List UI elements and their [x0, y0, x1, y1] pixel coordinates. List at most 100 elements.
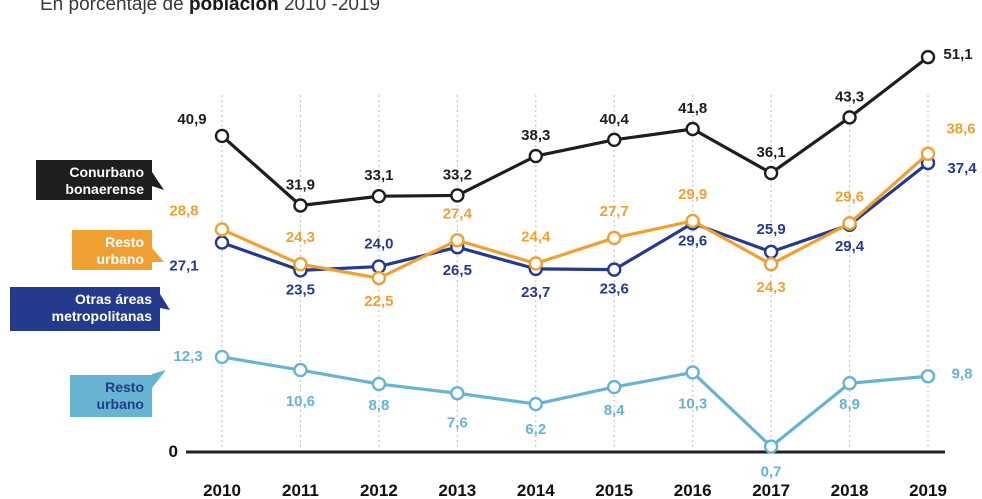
data-label-conurbano: 41,8	[678, 100, 707, 117]
x-tick-label: 2013	[438, 481, 476, 499]
series-line-resto_urbano_celeste	[221, 355, 929, 449]
data-label-resto_urbano_naranja: 27,4	[443, 205, 473, 222]
data-point-resto_urbano_celeste	[607, 379, 622, 395]
series-conurbano: 40,9 31,9 33,1 33,2 38,3 40,4 41,8 36,1 43,3 51,1	[177, 46, 973, 213]
subtitle-bold: población	[188, 0, 279, 15]
data-point-conurbano	[450, 188, 465, 203]
data-label-conurbano: 40,4	[600, 111, 630, 128]
data-label-resto_urbano_naranja: 24,3	[757, 279, 786, 296]
data-point-resto_urbano_naranja	[528, 256, 543, 271]
series-tag-text: urbano	[97, 251, 144, 267]
series-resto_urbano_naranja: 28,8 24,3 22,5 27,4 24,4 27,7 29,9 24,3 29,6 38,6	[169, 121, 975, 310]
subtitle-post: 2010 -2019	[283, 0, 381, 15]
data-point-otras_areas	[371, 259, 387, 274]
series-line-resto_urbano_naranja	[221, 152, 930, 280]
data-label-resto_urbano_celeste: 10,3	[678, 395, 707, 412]
data-point-resto_urbano_naranja	[920, 146, 936, 161]
data-label-resto_urbano_naranja: 24,4	[521, 228, 551, 245]
data-point-resto_urbano_celeste	[685, 365, 700, 380]
data-point-resto_urbano_naranja	[763, 257, 779, 272]
data-label-resto_urbano_naranja: 38,6	[946, 121, 975, 138]
data-label-otras_areas: 23,7	[521, 284, 550, 301]
data-label-conurbano: 31,9	[286, 177, 315, 194]
data-label-otras_areas: 23,6	[600, 281, 629, 298]
data-label-conurbano: 33,2	[443, 166, 472, 183]
data-label-resto_urbano_celeste: 9,8	[952, 365, 973, 382]
series-resto_urbano_celeste: 12,3 10,6 8,8 7,6 6,2 8,4 10,3 0,7 8,9 9,8	[173, 348, 972, 481]
data-point-conurbano	[214, 128, 230, 144]
data-label-conurbano: 51,1	[943, 46, 972, 63]
data-point-conurbano	[685, 121, 700, 137]
data-label-conurbano: 33,1	[364, 167, 393, 184]
x-tick-label: 2015	[595, 481, 633, 499]
data-label-otras_areas: 27,1	[169, 258, 198, 275]
data-label-resto_urbano_celeste: 10,6	[286, 393, 315, 410]
series-tag-text: urbano	[97, 396, 144, 412]
x-tick-label: 2019	[909, 481, 947, 499]
data-label-otras_areas: 24,0	[364, 236, 393, 253]
series-tag-pointer	[152, 370, 166, 388]
data-label-resto_urbano_naranja: 27,7	[600, 203, 629, 220]
data-point-resto_urbano_celeste	[293, 362, 308, 378]
data-point-conurbano	[842, 110, 857, 125]
x-tick-label: 2012	[360, 481, 398, 499]
series-line-otras_areas	[221, 161, 929, 273]
data-label-resto_urbano_naranja: 29,6	[835, 188, 864, 205]
data-label-otras_areas: 29,6	[678, 232, 707, 249]
y-axis-zero-label: 0	[169, 442, 178, 461]
data-point-resto_urbano_celeste	[214, 349, 230, 365]
series-tag-pointer	[152, 172, 164, 190]
data-label-conurbano: 36,1	[757, 144, 786, 161]
data-point-otras_areas	[214, 235, 230, 250]
data-label-otras_areas: 25,9	[757, 221, 786, 238]
data-point-resto_urbano_naranja	[450, 233, 465, 248]
data-point-resto_urbano_naranja	[607, 230, 622, 246]
data-point-otras_areas	[763, 244, 779, 260]
data-point-resto_urbano_naranja	[371, 270, 387, 286]
series-tag-text: metropolitanas	[52, 308, 153, 324]
data-point-conurbano	[528, 148, 543, 164]
data-label-resto_urbano_naranja: 24,3	[286, 229, 315, 246]
subtitle-pre: En porcentaje de	[40, 0, 184, 15]
data-label-resto_urbano_naranja: 28,8	[169, 202, 198, 219]
chart-subtitle: En porcentaje de población 2010 -2019	[40, 0, 380, 16]
data-point-conurbano	[763, 165, 779, 181]
x-tick-label: 2016	[674, 481, 712, 499]
data-label-conurbano: 40,9	[177, 111, 206, 128]
data-point-conurbano	[920, 49, 936, 65]
data-label-otras_areas: 26,5	[443, 262, 472, 279]
data-point-resto_urbano_celeste	[763, 439, 779, 454]
series-tag-pointer	[152, 248, 164, 262]
data-label-resto_urbano_celeste: 8,4	[604, 402, 626, 419]
data-point-resto_urbano_celeste	[371, 376, 387, 392]
data-label-resto_urbano_celeste: 12,3	[173, 348, 202, 365]
data-point-resto_urbano_naranja	[842, 216, 857, 231]
data-label-resto_urbano_naranja: 29,9	[678, 186, 707, 203]
data-point-resto_urbano_celeste	[528, 396, 543, 412]
series-tag-text: Otras áreas	[75, 291, 152, 307]
data-point-resto_urbano_naranja	[214, 222, 230, 237]
data-label-otras_areas: 29,4	[835, 238, 865, 255]
series-line-conurbano	[220, 55, 929, 208]
data-label-resto_urbano_celeste: 0,7	[761, 464, 782, 481]
series-tag-box	[72, 230, 152, 270]
x-tick-label: 2014	[517, 481, 555, 499]
data-point-resto_urbano_naranja	[685, 213, 700, 229]
series-tag-text: Conurbano	[69, 164, 144, 180]
data-point-resto_urbano_celeste	[450, 386, 465, 401]
data-point-resto_urbano_celeste	[842, 376, 857, 391]
series-tag-text: Resto	[105, 379, 144, 395]
series-tag-box	[36, 160, 152, 200]
data-point-otras_areas	[607, 262, 622, 277]
data-label-resto_urbano_celeste: 7,6	[447, 414, 468, 431]
data-label-resto_urbano_celeste: 6,2	[525, 421, 546, 438]
series-tag-text: bonaerense	[65, 181, 144, 197]
data-label-resto_urbano_celeste: 8,8	[368, 397, 389, 414]
series-tag-pointer	[160, 294, 170, 310]
series-tag-text: Resto	[105, 234, 144, 250]
data-point-conurbano	[371, 189, 387, 204]
